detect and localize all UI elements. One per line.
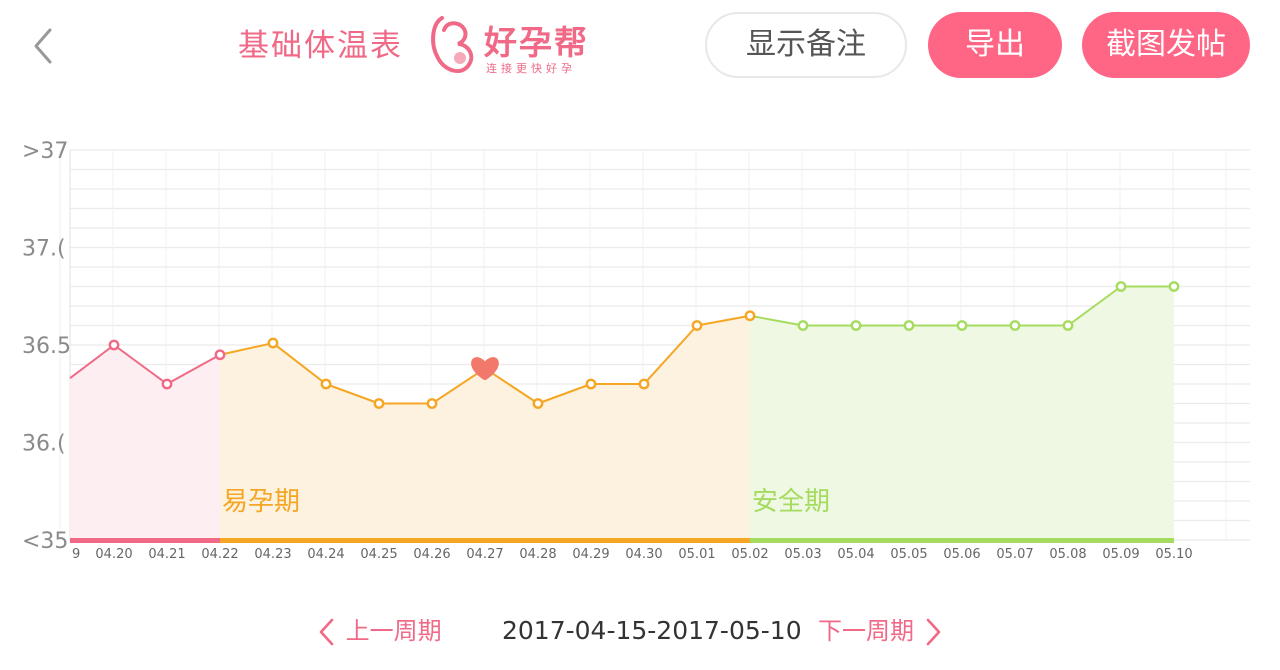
- brand-slogan: 连接更快好孕: [486, 62, 576, 75]
- x-tick-label: 04.23: [254, 547, 291, 562]
- next-cycle-button[interactable]: 下一周期: [818, 612, 944, 650]
- x-tick-label: 04.26: [413, 547, 450, 562]
- safe-period-label: 安全期: [752, 487, 830, 517]
- x-tick-label: 04.22: [201, 547, 238, 562]
- x-tick-label: 04.24: [307, 547, 344, 562]
- x-tick-label: 9: [72, 547, 80, 562]
- page-title: 基础体温表: [238, 28, 403, 64]
- data-point: [1115, 281, 1127, 292]
- data-point: [956, 320, 968, 331]
- series-line-segment: [696, 314, 751, 327]
- data-point: [1168, 281, 1180, 292]
- next-cycle-label: 下一周期: [818, 617, 914, 645]
- series-line-segment: [643, 324, 698, 385]
- data-point: [320, 378, 332, 390]
- x-tick-label: 05.01: [678, 547, 715, 562]
- fertile-period-bar: [220, 538, 750, 543]
- x-tick-label: 05.02: [731, 547, 768, 562]
- data-point: [1009, 320, 1021, 331]
- series-line-segment: [219, 342, 274, 356]
- data-point: [903, 320, 915, 331]
- export-button[interactable]: 导出: [928, 12, 1062, 78]
- x-tick-label: 04.30: [625, 547, 662, 562]
- chevron-left-icon: [34, 28, 52, 64]
- series-line-segment: [484, 367, 539, 405]
- x-tick-label: 04.28: [519, 547, 556, 562]
- screenshot-post-button[interactable]: 截图发帖: [1082, 12, 1250, 78]
- x-tick-label: 05.04: [837, 547, 874, 562]
- date-range: 2017-04-15-2017-05-10: [502, 616, 802, 645]
- menstrual-period-area: [70, 345, 220, 540]
- y-tick-label: 37.(: [22, 237, 66, 262]
- data-point: [426, 398, 438, 409]
- x-tick-label: 05.10: [1155, 547, 1192, 562]
- data-point: [267, 337, 279, 349]
- chevron-left-icon: [319, 618, 334, 646]
- data-point: [850, 320, 862, 331]
- heart-icon: [471, 357, 499, 381]
- back-button[interactable]: [28, 24, 64, 68]
- x-tick-label: 04.20: [95, 547, 132, 562]
- series-line-segment: [69, 344, 115, 379]
- x-tick-label: 05.05: [890, 547, 927, 562]
- data-point: [1062, 320, 1074, 331]
- x-tick-label: 05.07: [996, 547, 1033, 562]
- x-tick-label: 04.25: [360, 547, 397, 562]
- data-point: [585, 378, 597, 390]
- y-tick-label: 36.(: [22, 432, 66, 457]
- series-line-segment: [749, 314, 804, 327]
- temperature-chart: 易孕期 安全期 >37. 37.( 36.5 36.( <35.9 04.20 04.21 04.…: [22, 139, 1250, 562]
- brand-logo: 好孕帮 连接更快好孕: [428, 10, 598, 80]
- data-point: [373, 398, 385, 409]
- series-line-segment: [272, 342, 327, 385]
- brand-mother-icon: [431, 16, 474, 74]
- series-line-segment: [325, 383, 380, 405]
- brand-name: 好孕帮: [484, 23, 589, 62]
- prev-cycle-label: 上一周期: [345, 617, 442, 645]
- menstrual-period-bar: [70, 538, 220, 543]
- series-line-segment: [113, 344, 168, 385]
- show-notes-button[interactable]: 显示备注: [705, 12, 907, 78]
- data-point: [691, 320, 703, 331]
- cycle-navigator: 上一周期 2017-04-15-2017-05-10 下一周期: [0, 608, 1280, 654]
- x-tick-label: 05.03: [784, 547, 821, 562]
- x-tick-label: 04.29: [572, 547, 609, 562]
- y-tick-label: <35.: [22, 529, 75, 554]
- series-line-segment: [1067, 285, 1122, 327]
- fertile-period-label: 易孕期: [222, 487, 300, 517]
- y-tick-label: 36.5: [22, 334, 71, 359]
- data-point: [161, 378, 173, 390]
- x-tick-label: 05.09: [1102, 547, 1139, 562]
- series-line-segment: [537, 383, 592, 405]
- data-point: [638, 378, 650, 390]
- series-line-segment: [166, 353, 221, 385]
- x-tick-label: 04.27: [466, 547, 503, 562]
- data-point: [797, 320, 809, 331]
- x-tick-label: 04.21: [148, 547, 185, 562]
- x-tick-label: 05.08: [1049, 547, 1086, 562]
- chevron-right-icon: [926, 618, 940, 646]
- data-point: [744, 310, 756, 322]
- data-point: [214, 349, 226, 361]
- series-line-segment: [431, 367, 486, 405]
- data-point: [108, 339, 120, 351]
- y-tick-label: >37.: [22, 139, 75, 164]
- safe-period-bar: [750, 538, 1174, 543]
- x-tick-label: 05.06: [943, 547, 980, 562]
- y-axis-labels: >37. 37.( 36.5 36.( <35.: [22, 139, 75, 554]
- fertile-period-area: [220, 315, 750, 540]
- safe-period-area: [750, 286, 1174, 540]
- data-point: [532, 398, 544, 409]
- prev-cycle-button[interactable]: 上一周期: [316, 612, 442, 650]
